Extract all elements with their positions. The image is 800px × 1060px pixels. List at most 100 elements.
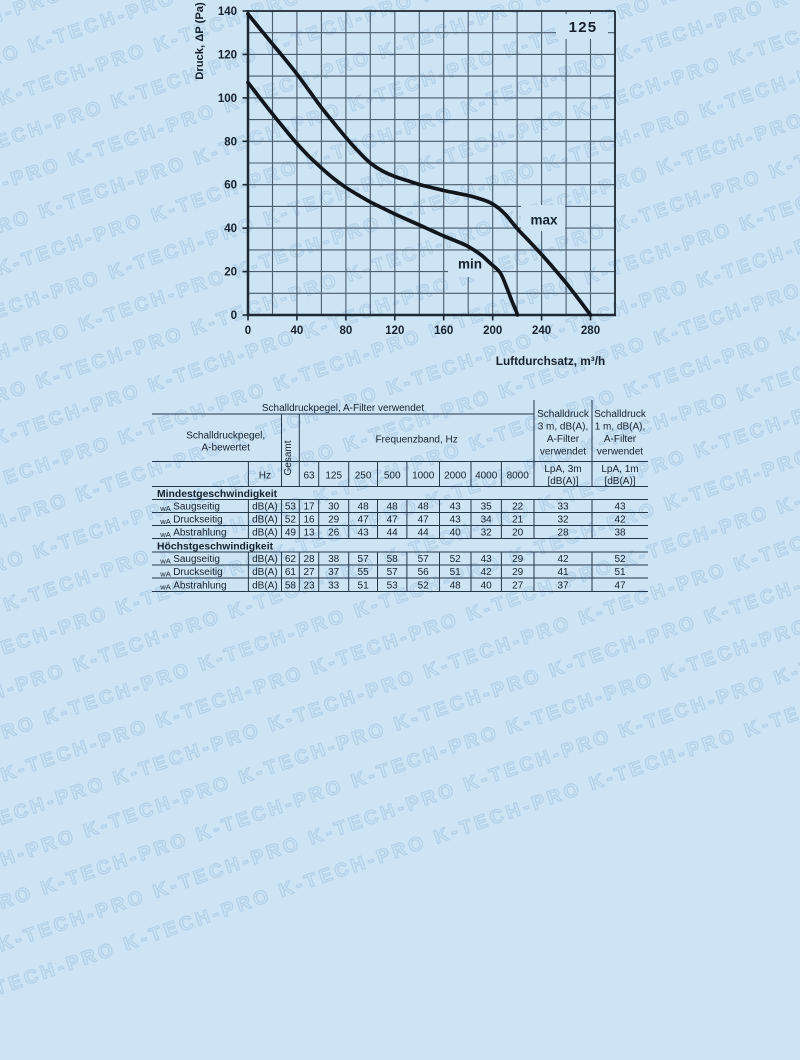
svg-text:wA: wA [159,517,171,526]
svg-text:42: 42 [481,567,493,578]
svg-text:0: 0 [231,310,237,322]
svg-text:dB(A): dB(A) [252,580,278,591]
svg-text:125: 125 [569,19,598,36]
svg-text:44: 44 [387,528,399,539]
svg-text:57: 57 [418,554,430,565]
svg-text:dB(A): dB(A) [252,528,278,539]
svg-text:51: 51 [358,580,370,591]
svg-text:57: 57 [358,554,370,565]
svg-text:100: 100 [218,93,237,105]
svg-text:A-Filter: A-Filter [547,434,580,445]
svg-text:120: 120 [385,325,404,337]
svg-text:30: 30 [328,502,340,513]
svg-text:80: 80 [224,136,237,148]
svg-text:3 m, dB(A),: 3 m, dB(A), [538,422,589,433]
svg-text:0: 0 [245,325,251,337]
svg-text:58: 58 [387,554,399,565]
svg-text:47: 47 [614,580,626,591]
svg-text:52: 52 [450,554,462,565]
svg-text:23: 23 [303,580,315,591]
svg-text:43: 43 [450,502,462,513]
svg-text:Abstrahlung: Abstrahlung [173,528,226,539]
svg-text:Schalldruckpegel, A-Filter ver: Schalldruckpegel, A-Filter verwendet [262,403,425,414]
svg-text:Saugseitig: Saugseitig [173,554,220,565]
svg-text:26: 26 [328,528,340,539]
svg-text:17: 17 [303,502,315,513]
svg-text:Druck, ΔP (Pa): Druck, ΔP (Pa) [194,2,206,80]
svg-text:Saugseitig: Saugseitig [173,502,220,513]
svg-text:max: max [530,213,558,228]
svg-text:28: 28 [557,528,569,539]
svg-text:40: 40 [481,580,493,591]
svg-text:43: 43 [450,515,462,526]
svg-text:140: 140 [218,6,237,18]
svg-text:Gesamt: Gesamt [283,440,294,475]
svg-text:42: 42 [557,554,569,565]
svg-text:verwendet: verwendet [540,447,586,458]
svg-text:40: 40 [450,528,462,539]
svg-text:43: 43 [614,502,626,513]
svg-text:22: 22 [512,502,524,513]
svg-text:240: 240 [532,325,551,337]
svg-text:dB(A): dB(A) [252,515,278,526]
svg-text:A-bewertet: A-bewertet [202,443,251,454]
svg-text:wA: wA [159,583,171,592]
svg-text:48: 48 [418,502,430,513]
svg-text:58: 58 [285,580,297,591]
svg-text:33: 33 [328,580,340,591]
svg-text:[dB(A)]: [dB(A)] [604,476,635,487]
svg-text:48: 48 [450,580,462,591]
svg-text:4000: 4000 [475,470,498,481]
svg-text:48: 48 [358,502,370,513]
svg-text:1 m, dB(A),: 1 m, dB(A), [595,422,646,433]
svg-text:47: 47 [358,515,370,526]
svg-text:32: 32 [481,528,493,539]
svg-text:52: 52 [614,554,626,565]
svg-text:34: 34 [481,515,493,526]
svg-text:21: 21 [512,515,524,526]
svg-text:200: 200 [483,325,502,337]
svg-text:48: 48 [387,502,399,513]
svg-text:13: 13 [303,528,315,539]
svg-text:29: 29 [512,554,524,565]
svg-text:Druckseitig: Druckseitig [173,515,222,526]
svg-text:250: 250 [355,470,372,481]
svg-text:wA: wA [159,556,171,565]
svg-text:Höchstgeschwindigkeit: Höchstgeschwindigkeit [157,541,274,552]
svg-text:49: 49 [285,528,297,539]
svg-text:Abstrahlung: Abstrahlung [173,580,226,591]
svg-text:wA: wA [159,504,171,513]
svg-text:dB(A): dB(A) [252,554,278,565]
svg-text:62: 62 [285,554,297,565]
svg-text:500: 500 [384,470,401,481]
svg-text:60: 60 [224,180,237,192]
svg-text:52: 52 [285,515,297,526]
svg-text:verwendet: verwendet [597,447,643,458]
svg-text:Schalldruck: Schalldruck [537,409,590,420]
svg-text:41: 41 [557,567,569,578]
svg-text:57: 57 [387,567,399,578]
svg-text:8000: 8000 [507,470,530,481]
svg-text:35: 35 [481,502,493,513]
svg-text:120: 120 [218,49,237,61]
svg-text:29: 29 [328,515,340,526]
svg-text:47: 47 [387,515,399,526]
svg-text:16: 16 [303,515,315,526]
svg-text:wA: wA [159,530,171,539]
svg-text:125: 125 [325,470,342,481]
svg-text:43: 43 [481,554,493,565]
svg-text:47: 47 [418,515,430,526]
svg-text:40: 40 [291,325,304,337]
svg-text:80: 80 [340,325,353,337]
svg-text:Schalldruck: Schalldruck [594,409,647,420]
svg-text:42: 42 [614,515,626,526]
svg-text:28: 28 [303,554,315,565]
svg-text:dB(A): dB(A) [252,567,278,578]
svg-text:wA: wA [159,569,171,578]
svg-text:27: 27 [512,580,524,591]
svg-text:LpA, 1m: LpA, 1m [601,464,638,475]
svg-text:min: min [458,257,482,272]
svg-text:32: 32 [557,515,569,526]
svg-text:dB(A): dB(A) [252,502,278,513]
svg-text:20: 20 [224,267,237,279]
